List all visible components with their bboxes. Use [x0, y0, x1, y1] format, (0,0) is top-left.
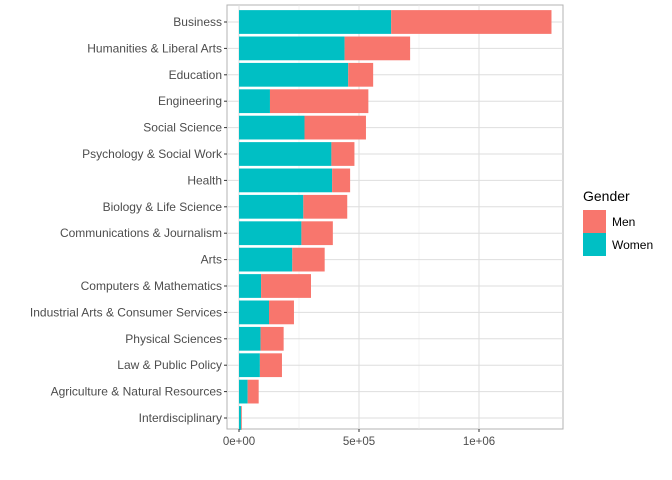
category-label-education: Education [169, 68, 222, 82]
bar-women-social-science [239, 115, 305, 140]
bar-women-health [239, 168, 333, 193]
bars [239, 10, 552, 430]
x-tick-label: 0e+00 [223, 436, 255, 448]
legend-label-men: Men [612, 215, 635, 229]
x-tick-label: 5e+05 [343, 436, 375, 448]
bar-men-education [348, 62, 374, 87]
category-label-industrial-arts-and-consumer-services: Industrial Arts & Consumer Services [30, 305, 222, 319]
category-label-health: Health [187, 173, 222, 187]
bar-men-industrial-arts-and-consumer-services [269, 300, 294, 325]
bar-women-psychology-and-social-work [239, 142, 332, 166]
bar-men-agriculture-and-natural-resources [247, 379, 259, 404]
bar-men-social-science [304, 115, 366, 140]
bar-men-physical-sciences [260, 326, 284, 351]
category-label-interdisciplinary: Interdisciplinary [139, 411, 222, 425]
bar-men-humanities-and-liberal-arts [344, 36, 411, 61]
bar-men-interdisciplinary [241, 406, 242, 430]
category-label-physical-sciences: Physical Sciences [125, 332, 222, 346]
bar-women-business [239, 10, 392, 34]
category-label-law-and-public-policy: Law & Public Policy [117, 358, 222, 372]
bar-men-computers-and-mathematics [261, 274, 311, 298]
bar-men-biology-and-life-science [303, 194, 348, 219]
category-label-humanities-and-liberal-arts: Humanities & Liberal Arts [87, 41, 222, 55]
category-label-agriculture-and-natural-resources: Agriculture & Natural Resources [51, 385, 222, 399]
category-label-arts: Arts [201, 253, 222, 267]
bar-women-interdisciplinary [239, 406, 242, 430]
bar-women-communications-and-journalism [239, 221, 302, 246]
legend-swatch-men [583, 210, 606, 233]
category-label-communications-and-journalism: Communications & Journalism [60, 226, 222, 240]
bar-women-arts [239, 247, 293, 272]
bar-women-humanities-and-liberal-arts [239, 36, 345, 61]
category-label-social-science: Social Science [143, 121, 222, 135]
legend-label-women: Women [612, 238, 653, 252]
legend-swatch-women [583, 233, 606, 256]
category-label-engineering: Engineering [158, 94, 222, 108]
bar-men-law-and-public-policy [259, 353, 282, 378]
category-label-psychology-and-social-work: Psychology & Social Work [82, 147, 223, 161]
bar-women-engineering [239, 89, 270, 114]
bar-men-arts [292, 247, 325, 272]
category-label-business: Business [173, 15, 222, 29]
legend-title: Gender [583, 188, 630, 204]
x-axis-ticks: 0e+00 5e+05 1e+06 [223, 429, 495, 448]
category-label-biology-and-life-science: Biology & Life Science [103, 200, 223, 214]
bar-women-physical-sciences [239, 326, 261, 351]
bar-men-engineering [269, 89, 369, 114]
bar-women-agriculture-and-natural-resources [239, 379, 248, 404]
bar-women-education [239, 62, 349, 87]
bar-women-law-and-public-policy [239, 353, 260, 378]
bar-women-computers-and-mathematics [239, 274, 262, 298]
bar-women-industrial-arts-and-consumer-services [239, 300, 269, 325]
bar-men-business [391, 10, 552, 34]
category-labels: Business Humanities & Liberal Arts Educati… [30, 15, 227, 425]
category-label-computers-and-mathematics: Computers & Mathematics [81, 279, 222, 293]
legend: Gender Men Women [583, 188, 653, 256]
bar-men-health [332, 168, 351, 193]
bar-women-biology-and-life-science [239, 194, 304, 219]
x-tick-label: 1e+06 [463, 436, 495, 448]
bar-men-communications-and-journalism [301, 221, 333, 246]
bar-men-psychology-and-social-work [331, 142, 355, 166]
